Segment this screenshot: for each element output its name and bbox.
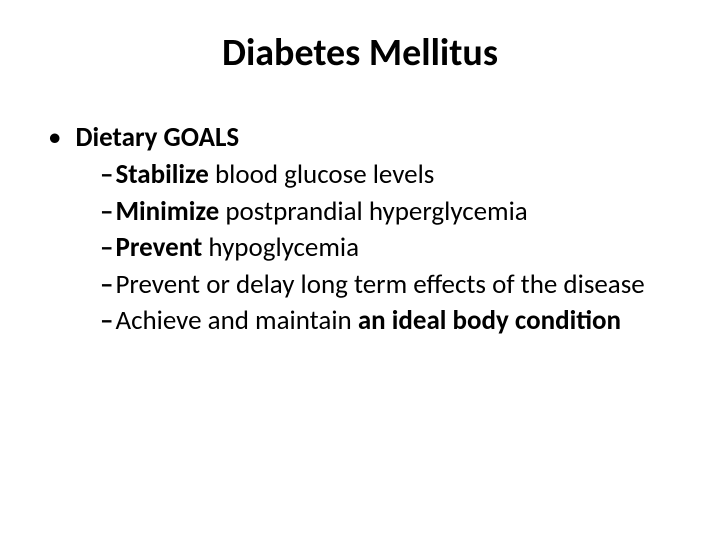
- dash-icon: –: [100, 268, 113, 301]
- goal-rest-2: hypoglycemia: [202, 231, 359, 264]
- goal-item: –Minimize postprandial hyperglycemia: [100, 195, 690, 230]
- goal-rest-0: blood glucose levels: [209, 158, 435, 191]
- slide-title: Diabetes Mellitus: [30, 30, 690, 76]
- bullet-icon: •: [48, 121, 61, 154]
- content-area: • Dietary GOALS –Stabilize blood glucose…: [30, 121, 690, 339]
- goal-bold-2: Prevent: [115, 231, 202, 264]
- level1-item: • Dietary GOALS: [40, 121, 690, 154]
- goal-item: –Stabilize blood glucose levels: [100, 158, 690, 193]
- dash-icon: –: [100, 304, 113, 337]
- goal-rest-1: postprandial hyperglycemia: [219, 195, 528, 228]
- goal-rest-3: Prevent or delay long term effects of th…: [115, 268, 644, 301]
- dash-icon: –: [100, 158, 113, 191]
- level2-list: –Stabilize blood glucose levels –Minimiz…: [40, 158, 690, 339]
- goal-prefix-4: Achieve and maintain: [115, 304, 357, 337]
- goal-bold-1: Minimize: [115, 195, 219, 228]
- goal-item: –Prevent or delay long term effects of t…: [100, 268, 690, 303]
- level1-label: Dietary GOALS: [75, 121, 239, 154]
- goal-item: –Achieve and maintain an ideal body cond…: [100, 304, 690, 339]
- goal-bold-4: an ideal body condition: [358, 304, 621, 337]
- dash-icon: –: [100, 195, 113, 228]
- dash-icon: –: [100, 231, 113, 264]
- goal-bold-0: Stabilize: [115, 158, 208, 191]
- goal-item: –Prevent hypoglycemia: [100, 231, 690, 266]
